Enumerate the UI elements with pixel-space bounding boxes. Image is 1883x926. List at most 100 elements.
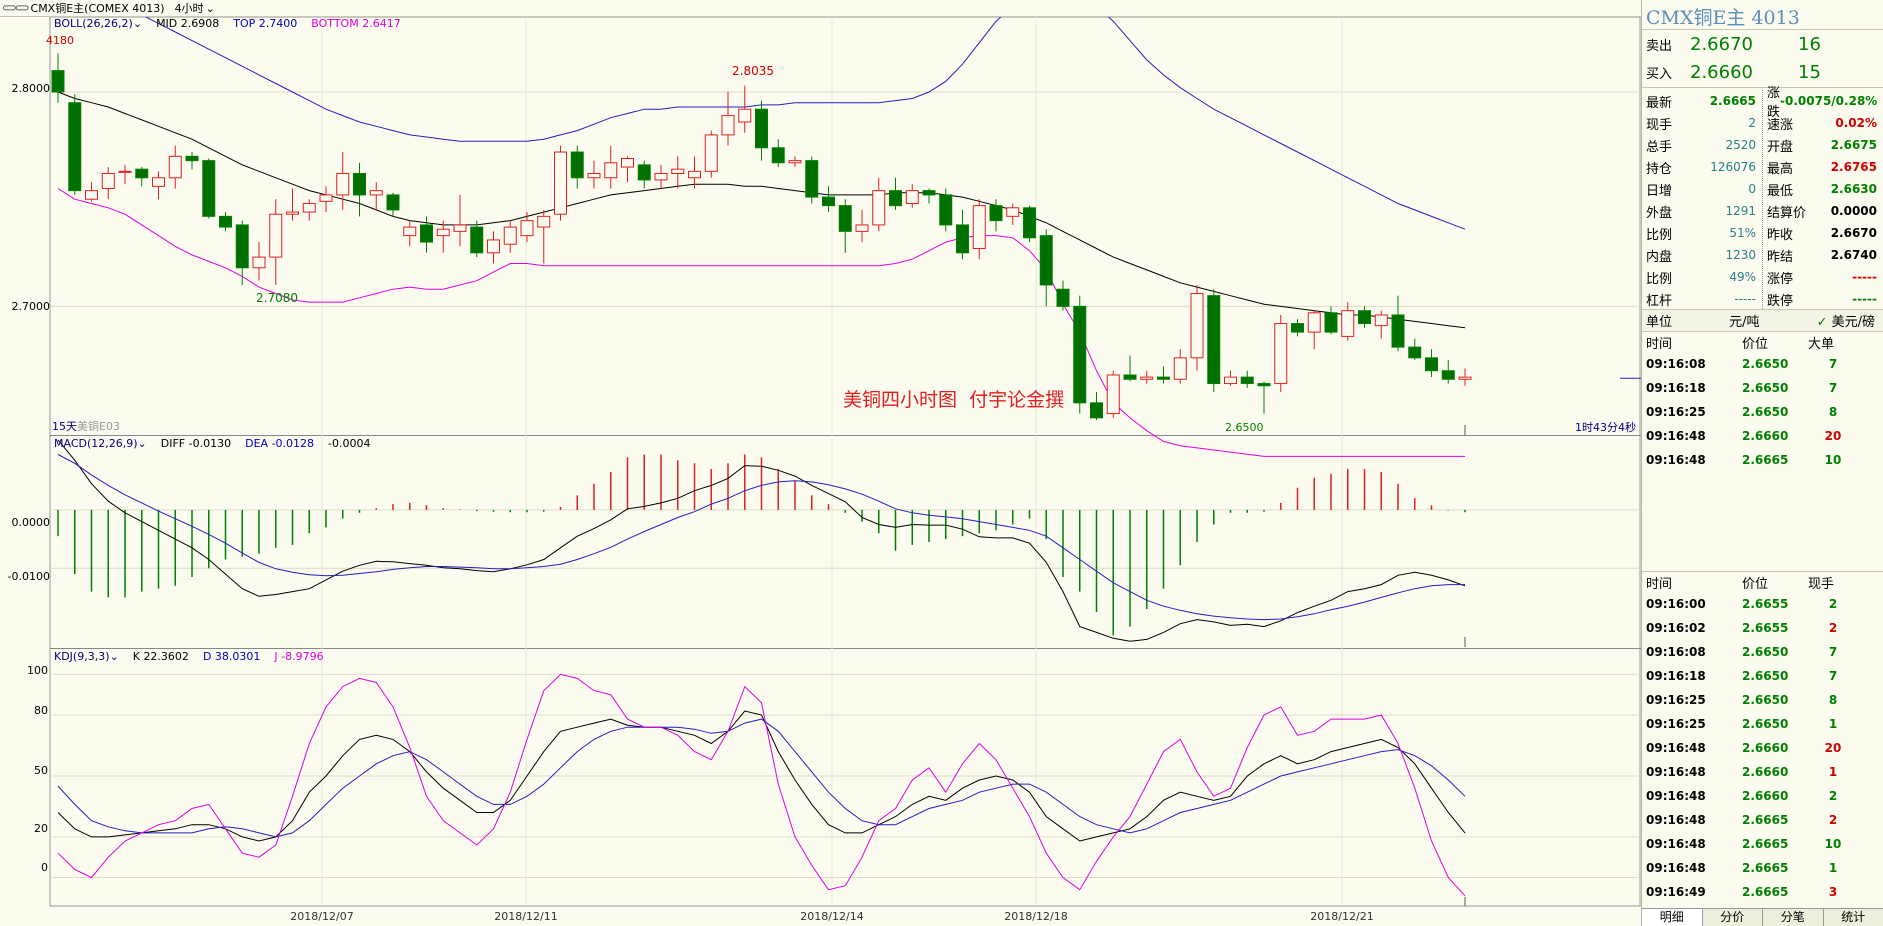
candle-down bbox=[1207, 295, 1221, 385]
trade-volume: 3 bbox=[1828, 885, 1838, 899]
trade-price: 2.6650 bbox=[1742, 645, 1789, 659]
trade-time: 09:16:48 bbox=[1646, 429, 1706, 443]
chart-area[interactable]: BOLL(26,26,2)⌄ MID 2.6908 TOP 2.7400 BOT… bbox=[0, 17, 1641, 908]
trade-row[interactable]: 09:16:48 2.6665 10 bbox=[1642, 832, 1883, 856]
trade-row[interactable]: 09:16:48 2.6660 20 bbox=[1642, 424, 1883, 448]
trade-price: 2.6655 bbox=[1742, 621, 1789, 635]
stat-value: 2.6630 bbox=[1830, 182, 1877, 196]
candle-down bbox=[1056, 288, 1070, 307]
trade-time: 09:16:18 bbox=[1646, 381, 1706, 395]
trade-col-time: 时间 bbox=[1646, 576, 1673, 592]
stat-row: 内盘 1230 bbox=[1642, 244, 1762, 266]
trade-volume: 2 bbox=[1828, 621, 1838, 635]
bid-row[interactable]: 买入 2.6660 15 bbox=[1642, 58, 1883, 86]
big-trades-list[interactable]: 时间 价位 大单 09:16:08 2.6650 7 09:16:18 2.6650 7 0… bbox=[1642, 332, 1883, 572]
trade-volume: 1 bbox=[1828, 717, 1838, 731]
ask-row[interactable]: 卖出 2.6670 16 bbox=[1642, 30, 1883, 58]
candle-up bbox=[269, 213, 283, 258]
macd-dea: DEA -0.0128 bbox=[245, 437, 314, 450]
trade-row[interactable]: 09:16:02 2.6655 2 bbox=[1642, 616, 1883, 640]
y-tick-kdj-0: 100 bbox=[27, 664, 48, 677]
trade-row[interactable]: 09:16:08 2.6650 7 bbox=[1642, 352, 1883, 376]
trade-row[interactable]: 09:16:00 2.6655 2 bbox=[1642, 592, 1883, 616]
trade-row[interactable]: 09:16:18 2.6650 7 bbox=[1642, 664, 1883, 688]
candle-up bbox=[738, 108, 752, 123]
trade-row[interactable]: 09:16:49 2.6665 3 bbox=[1642, 880, 1883, 904]
candle-down bbox=[51, 70, 65, 93]
bid-label: 买入 bbox=[1646, 66, 1673, 82]
trade-price: 2.6650 bbox=[1742, 357, 1789, 371]
trade-row[interactable]: 09:16:48 2.6665 1 bbox=[1642, 856, 1883, 880]
boll-top-value: 2.7400 bbox=[258, 17, 298, 30]
symbol-title[interactable]: CMX铜E主(COMEX 4013) bbox=[30, 2, 165, 15]
trade-row[interactable]: 09:16:48 2.6660 1 bbox=[1642, 760, 1883, 784]
trade-time: 09:16:48 bbox=[1646, 837, 1706, 851]
boll-indicator-name[interactable]: BOLL(26,26,2)⌄ bbox=[54, 17, 142, 30]
stat-value: 2.6675 bbox=[1830, 138, 1877, 152]
stat-label: 开盘 bbox=[1767, 139, 1794, 155]
candle-down bbox=[889, 190, 902, 207]
chart-canvas[interactable] bbox=[0, 17, 1641, 926]
stat-value: ----- bbox=[1852, 270, 1877, 284]
trade-row[interactable]: 09:16:48 2.6660 2 bbox=[1642, 784, 1883, 808]
trade-row[interactable]: 09:16:25 2.6650 8 bbox=[1642, 688, 1883, 712]
y-tick-macd-0: 0.0000 bbox=[11, 516, 51, 529]
trade-time: 09:16:48 bbox=[1646, 453, 1706, 467]
trades-list[interactable]: 时间 价位 现手 09:16:00 2.6655 2 09:16:02 2.6655 2 0… bbox=[1642, 572, 1883, 926]
stat-label: 结算价 bbox=[1767, 205, 1807, 221]
date-label-4: 2018/12/21 bbox=[1310, 910, 1374, 923]
trade-time: 09:16:48 bbox=[1646, 741, 1706, 755]
macd-header: MACD(12,26,9)⌄ DIFF -0.0130 DEA -0.0128 … bbox=[54, 437, 371, 450]
stat-value: 0 bbox=[1748, 182, 1756, 196]
trade-row[interactable]: 09:16:48 2.6660 20 bbox=[1642, 736, 1883, 760]
candle-down bbox=[1157, 376, 1170, 380]
candle-down bbox=[1023, 207, 1036, 239]
candle-down bbox=[1324, 312, 1338, 333]
trade-row[interactable]: 09:16:08 2.6650 7 bbox=[1642, 640, 1883, 664]
y-tick-main-1: 2.7000 bbox=[11, 300, 51, 313]
kdj-indicator-name[interactable]: KDJ(9,3,3)⌄ bbox=[54, 650, 119, 663]
link-icon[interactable]: ⊂⊃⊂⊃ bbox=[2, 2, 29, 14]
kdj-d-line bbox=[57, 718, 1466, 838]
trade-row[interactable]: 09:16:25 2.6650 8 bbox=[1642, 400, 1883, 424]
trade-time: 09:16:02 bbox=[1646, 621, 1706, 635]
trade-price: 2.6665 bbox=[1742, 453, 1789, 467]
stat-row: 最新 2.6665 bbox=[1642, 90, 1762, 112]
stat-row: 日增 0 bbox=[1642, 178, 1762, 200]
candle-up bbox=[1307, 312, 1321, 333]
trade-volume: 2 bbox=[1828, 813, 1838, 827]
chevron-down-icon: ⌄ bbox=[205, 1, 215, 15]
chevron-down-icon: ⌄ bbox=[109, 650, 119, 663]
y-tick-kdj-4: 0 bbox=[41, 861, 48, 874]
candle-up bbox=[554, 151, 567, 215]
trade-row[interactable]: 09:16:25 2.6650 1 bbox=[1642, 712, 1883, 736]
candle-down bbox=[1257, 383, 1271, 387]
candle-up bbox=[85, 190, 98, 200]
currency-label: 美元/磅 bbox=[1831, 315, 1875, 330]
tab-stats[interactable]: 统计 bbox=[1823, 909, 1883, 926]
candle-up bbox=[905, 190, 919, 204]
candle-up bbox=[101, 172, 115, 189]
trade-row[interactable]: 09:16:18 2.6650 7 bbox=[1642, 376, 1883, 400]
kdj-j: J -8.9796 bbox=[274, 650, 323, 663]
trade-row[interactable]: 09:16:48 2.6665 2 bbox=[1642, 808, 1883, 832]
macd-indicator-name[interactable]: MACD(12,26,9)⌄ bbox=[54, 437, 147, 450]
candle-down bbox=[1240, 376, 1254, 385]
stat-value: 2.6670 bbox=[1830, 226, 1877, 240]
stat-value: 51% bbox=[1729, 226, 1756, 240]
boll-mid: MID 2.6908 bbox=[156, 17, 219, 30]
trade-row[interactable]: 09:16:48 2.6665 10 bbox=[1642, 448, 1883, 472]
trade-price: 2.6665 bbox=[1742, 861, 1789, 875]
stat-row: 涨停 ----- bbox=[1763, 266, 1883, 288]
stat-label: 比例 bbox=[1646, 271, 1673, 287]
tab-tick[interactable]: 分笔 bbox=[1763, 909, 1824, 926]
tab-detail[interactable]: 明细 bbox=[1642, 909, 1703, 926]
candle-up bbox=[1341, 310, 1355, 337]
stat-row: 开盘 2.6675 bbox=[1763, 134, 1883, 156]
tab-price-level[interactable]: 分价 bbox=[1702, 909, 1763, 926]
boll-mid-label: MID bbox=[156, 17, 178, 30]
contract-code: 美铜E03 bbox=[77, 420, 120, 433]
currency-toggle[interactable]: ✓ 美元/磅 bbox=[1817, 311, 1875, 330]
period-selector[interactable]: 4小时 ⌄ bbox=[175, 0, 215, 16]
trades-header: 时间 价位 现手 bbox=[1642, 572, 1883, 592]
